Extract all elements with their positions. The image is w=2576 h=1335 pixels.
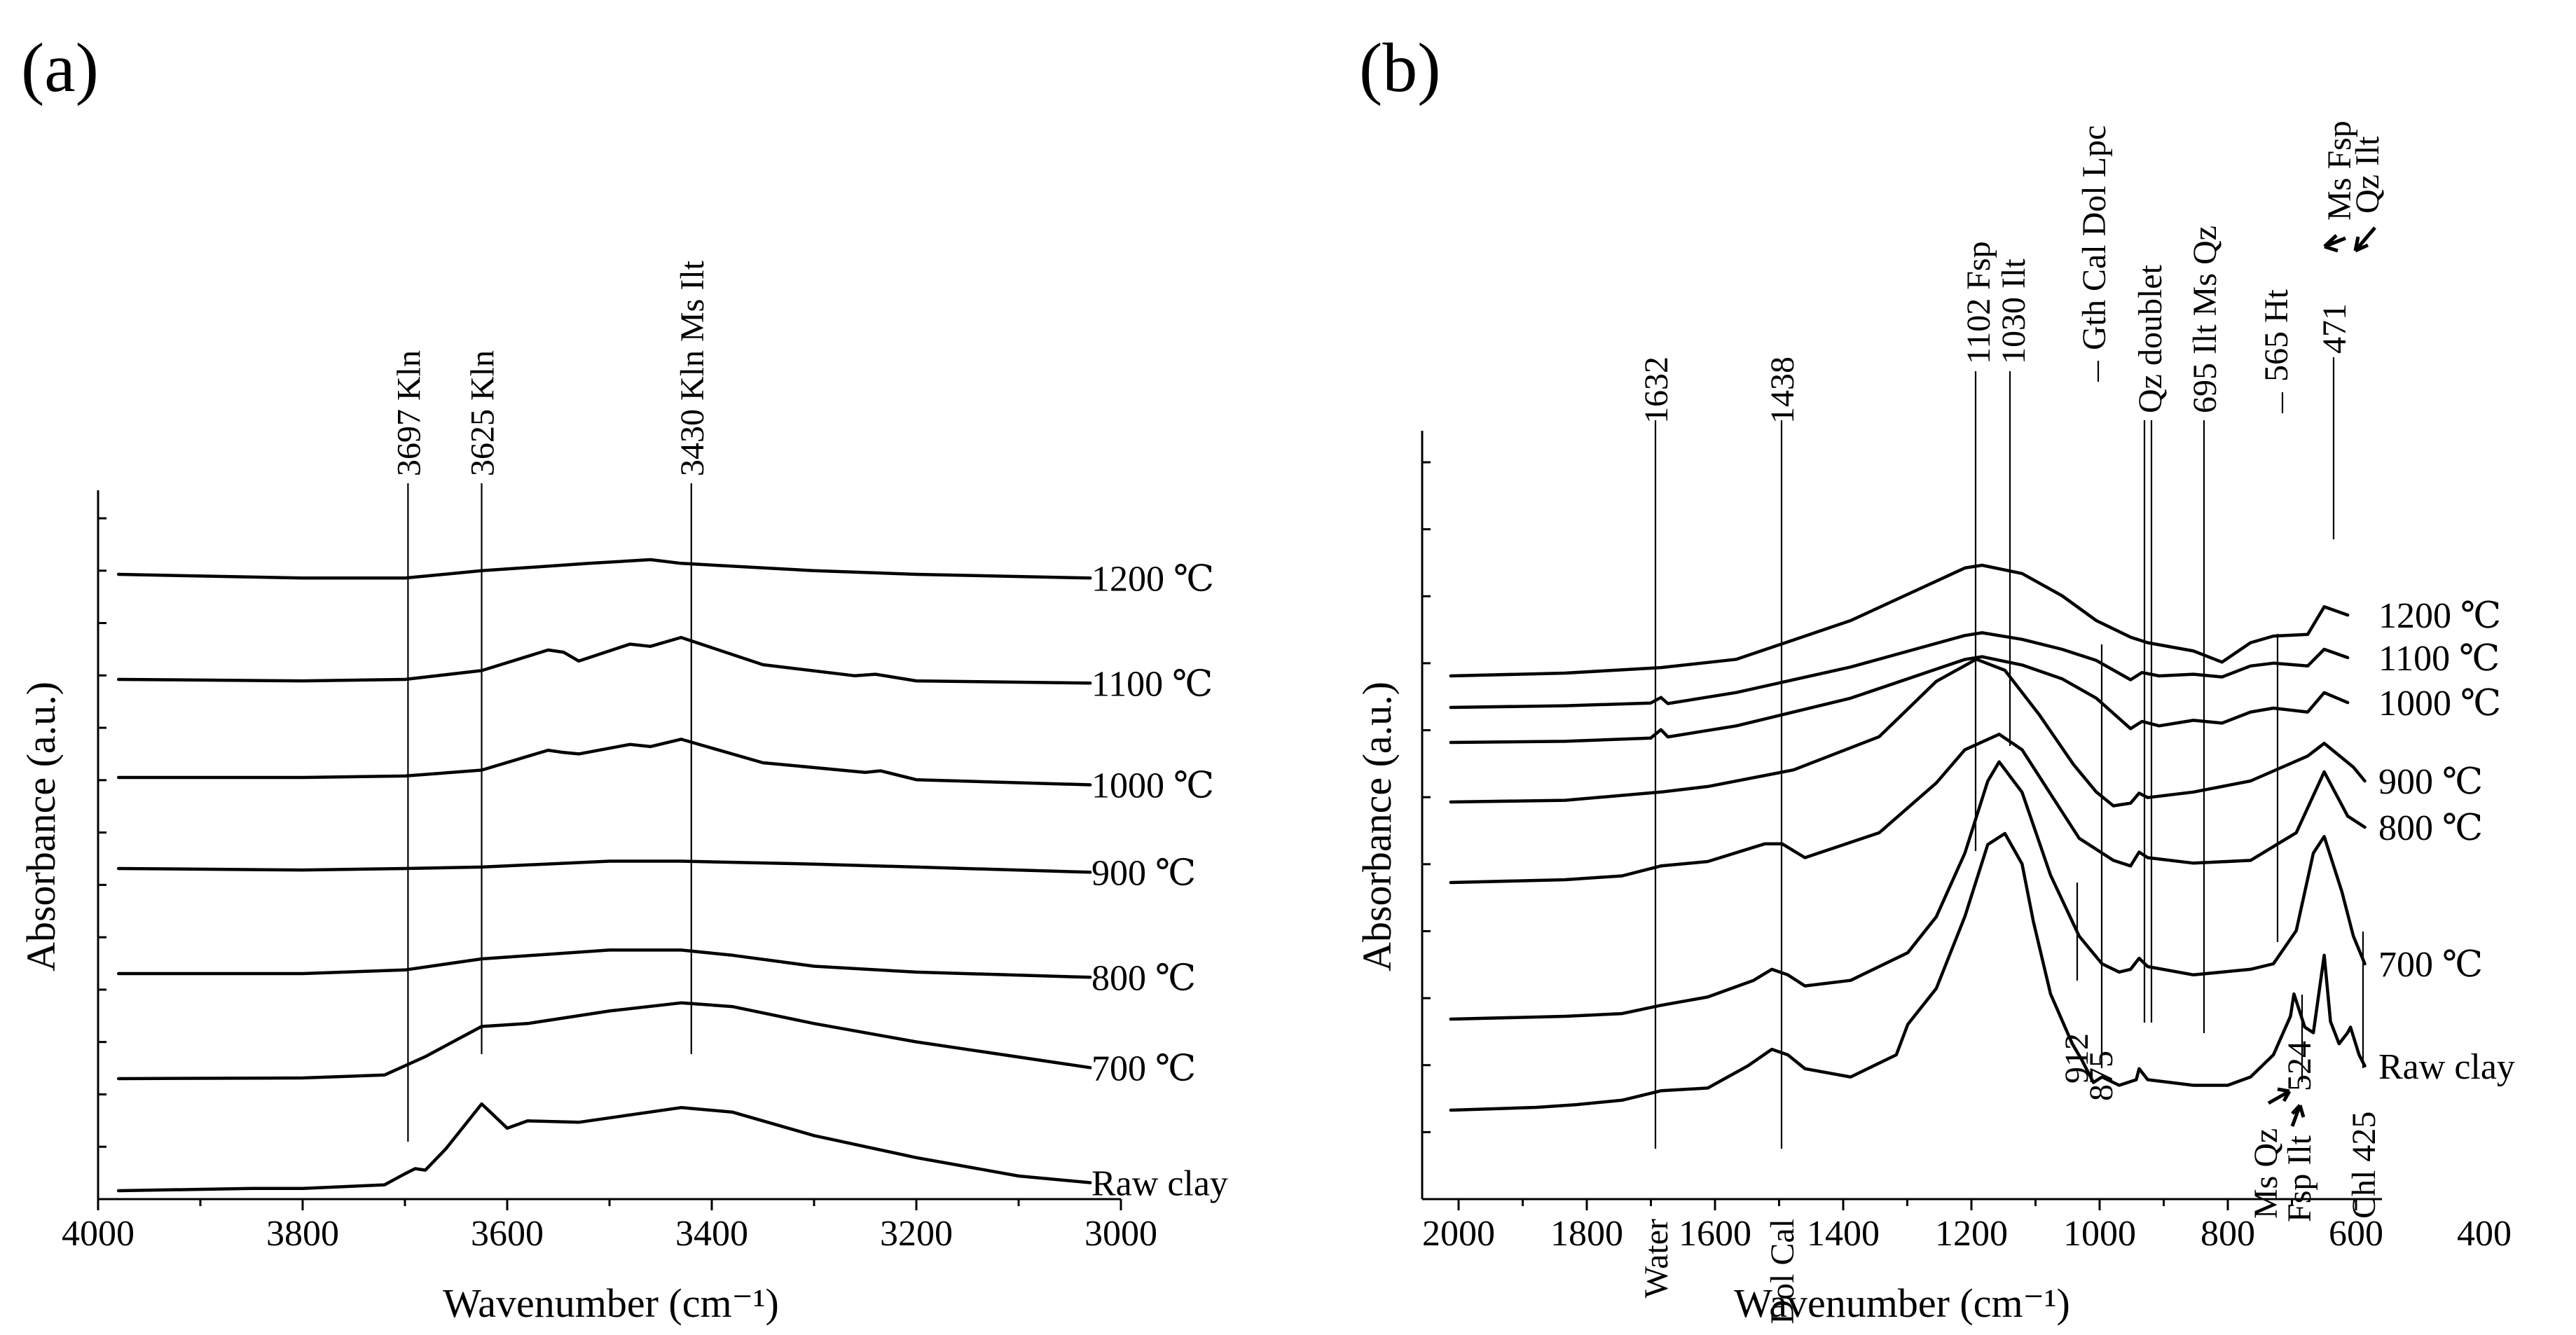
- x-tick-label: 1400: [1807, 1214, 1880, 1254]
- x-tick-label: 3200: [880, 1214, 953, 1254]
- panel-b-marker-lines: [1654, 357, 2364, 1149]
- marker-label-695: 695 Ilt Ms Qz: [2186, 226, 2224, 413]
- marker-label-3697: 3697 Kln: [390, 350, 427, 476]
- panel-b-x-tick-labels: 2000 1800 1600 1400 1200 1000 800 600 40…: [1422, 1214, 2512, 1254]
- x-tick-label: 1200: [1935, 1214, 2008, 1254]
- marker-label-565: 565 Ht: [2258, 289, 2295, 382]
- series-label-raw-clay: Raw clay: [2378, 1047, 2515, 1087]
- marker-label-1102: 1102 Fsp: [1960, 241, 1997, 364]
- x-tick-label: 800: [2200, 1214, 2255, 1254]
- series-label-1000: 1000 ℃: [1091, 766, 1214, 806]
- x-tick-label: 4000: [62, 1214, 135, 1254]
- series-line-900: [116, 859, 1092, 874]
- series-label-1100: 1100 ℃: [2378, 639, 2500, 679]
- series-label-800: 800 ℃: [2378, 808, 2483, 848]
- marker-label-qz-ilt: Qz Ilt: [2349, 136, 2386, 214]
- series-label-700: 700 ℃: [2378, 945, 2483, 985]
- panel-b-bottom-annotations: Water Dol Cal 912 875 Ms Qz Fsp Ilt 524 …: [1638, 1033, 2383, 1324]
- panel-b-top-annotations: 1632 1438 1102 Fsp 1030 Ilt Gth Cal Dol …: [1638, 120, 2386, 424]
- x-tick-label: 2000: [1422, 1214, 1495, 1254]
- series-line-1000: [1449, 655, 2350, 745]
- series-line-800: [1449, 733, 2367, 885]
- x-tick-label: 3000: [1084, 1214, 1157, 1254]
- series-line-raw-clay: [1449, 831, 2367, 1112]
- panel-b: (b) 2000 1800 1600 1400 1200 1000 800 60…: [1354, 29, 2515, 1326]
- panel-a: (a) 4000 3800 3600 3400 3200 3000 Wavenu…: [18, 29, 1228, 1326]
- x-tick-label: 400: [2457, 1214, 2512, 1254]
- marker-label-471: 471: [2316, 303, 2353, 354]
- x-tick-label: 3600: [471, 1214, 544, 1254]
- panel-b-label: (b): [1359, 29, 1441, 106]
- x-tick-label: 600: [2329, 1214, 2383, 1254]
- marker-label-875: 875: [2083, 1051, 2120, 1101]
- marker-label-fsp-ilt: Fsp Ilt: [2281, 1135, 2318, 1222]
- panel-b-series: [1449, 563, 2367, 1112]
- series-label-800: 800 ℃: [1091, 958, 1196, 998]
- marker-label-dol-cal: Dol Cal: [1764, 1219, 1801, 1324]
- x-tick-label: 1000: [2063, 1214, 2136, 1254]
- marker-label-1030: 1030 Ilt: [1995, 258, 2032, 364]
- arrow-icon: [2290, 1104, 2306, 1127]
- marker-label-chl-425: Chl 425: [2346, 1112, 2383, 1219]
- panel-a-x-label: Wavenumber (cm⁻¹): [443, 1280, 779, 1326]
- series-label-1000: 1000 ℃: [2378, 684, 2501, 724]
- series-label-1200: 1200 ℃: [2378, 596, 2501, 636]
- series-line-raw-clay: [116, 1102, 1092, 1193]
- series-line-1000: [116, 738, 1092, 787]
- series-line-1100: [116, 635, 1092, 685]
- panel-a-y-label: Absorbance (a.u.): [18, 682, 64, 971]
- marker-label-524: 524: [2281, 1041, 2318, 1091]
- series-line-900: [1449, 657, 2367, 808]
- marker-label-ms-fsp: Ms Fsp: [2321, 120, 2358, 221]
- panel-b-series-labels: 1200 ℃ 1100 ℃ 1000 ℃ 900 ℃ 800 ℃ 700 ℃ R…: [2378, 596, 2515, 1087]
- series-label-1100: 1100 ℃: [1091, 664, 1213, 704]
- marker-label-water: Water: [1638, 1219, 1675, 1298]
- marker-label-1438: 1438: [1764, 357, 1801, 424]
- series-label-900: 900 ℃: [2378, 762, 2483, 802]
- series-line-800: [116, 948, 1092, 979]
- panel-a-markers: 3697 Kln 3625 Kln 3430 Kln Ms Ilt: [390, 260, 711, 1142]
- marker-label-qz-doublet: Qz doublet: [2132, 264, 2169, 413]
- marker-label-3430: 3430 Kln Ms Ilt: [674, 260, 711, 476]
- series-line-700: [1449, 760, 2367, 1021]
- arrow-icon: [2267, 1087, 2292, 1105]
- panel-a-series: [116, 558, 1092, 1193]
- panel-b-x-label: Wavenumber (cm⁻¹): [1734, 1280, 2070, 1326]
- panel-a-label: (a): [21, 29, 99, 106]
- x-tick-label: 1600: [1679, 1214, 1751, 1254]
- panel-a-x-tick-labels: 4000 3800 3600 3400 3200 3000: [62, 1214, 1157, 1254]
- marker-label-3625: 3625 Kln: [464, 350, 502, 476]
- panel-b-y-ticks: [1422, 461, 1431, 1201]
- panel-a-series-labels: 1200 ℃ 1100 ℃ 1000 ℃ 900 ℃ 800 ℃ 700 ℃ R…: [1091, 559, 1228, 1203]
- panel-a-y-ticks: [98, 517, 106, 1201]
- series-line-700: [116, 1001, 1092, 1081]
- series-label-700: 700 ℃: [1091, 1049, 1196, 1088]
- x-tick-label: 3800: [266, 1214, 339, 1254]
- series-line-1200: [116, 558, 1092, 580]
- series-label-900: 900 ℃: [1091, 853, 1196, 893]
- series-label-1200: 1200 ℃: [1091, 559, 1214, 599]
- marker-label-1632: 1632: [1638, 357, 1675, 424]
- series-line-1200: [1449, 563, 2350, 678]
- panel-b-x-ticks: [1457, 1199, 2357, 1210]
- marker-label-912: 912: [2058, 1033, 2095, 1084]
- marker-label-ms-qz: Ms Qz: [2247, 1128, 2285, 1219]
- series-line-1100: [1449, 631, 2350, 710]
- arrow-icon: [2353, 226, 2376, 253]
- panel-a-x-ticks: [97, 1199, 1122, 1210]
- series-label-raw-clay: Raw clay: [1091, 1164, 1228, 1204]
- panel-b-y-label: Absorbance (a.u.): [1354, 682, 1400, 971]
- arrow-icon: [2323, 234, 2346, 253]
- x-tick-label: 3400: [675, 1214, 748, 1254]
- marker-label-gth-cal-dol-lpc: Gth Cal Dol Lpc: [2076, 125, 2113, 350]
- x-tick-label: 1800: [1550, 1214, 1623, 1254]
